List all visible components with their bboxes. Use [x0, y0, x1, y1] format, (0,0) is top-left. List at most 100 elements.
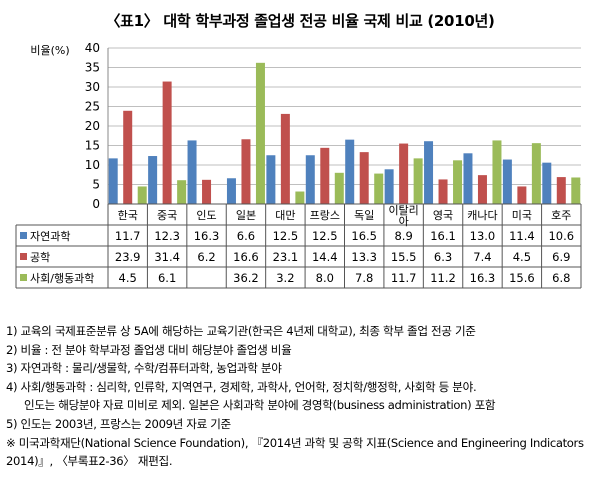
- data-label: 16.1: [430, 229, 456, 243]
- bar: [424, 141, 434, 204]
- data-label: 6.1: [158, 271, 176, 285]
- y-tick-label: 35: [85, 61, 100, 75]
- bar: [542, 162, 552, 204]
- bar: [162, 81, 172, 204]
- data-label: 16.6: [233, 250, 259, 264]
- footnote-4: 4) 사회/행동과학 : 심리학, 인류학, 지역연구, 경제학, 과학사, 언…: [6, 379, 477, 394]
- bar: [517, 186, 527, 204]
- legend-entry: 자연과학: [30, 230, 70, 243]
- bar: [571, 177, 581, 204]
- bar: [334, 172, 344, 204]
- bar: [531, 143, 541, 204]
- bar: [399, 143, 409, 204]
- data-label: 4.5: [513, 250, 531, 264]
- bar: [384, 169, 394, 204]
- bars: [108, 62, 581, 204]
- y-tick-label: 20: [85, 119, 100, 133]
- data-label: 6.3: [434, 250, 452, 264]
- bar: [108, 158, 118, 204]
- data-label: 7.8: [355, 271, 373, 285]
- y-tick-label: 40: [85, 41, 100, 55]
- y-tick-label: 15: [85, 139, 100, 153]
- data-label: 6.8: [552, 271, 570, 285]
- y-axis: 0 5 10 15 20 25 30 35 40 비율(%): [30, 41, 109, 211]
- data-label: 8.9: [394, 229, 412, 243]
- data-label: 16.3: [470, 271, 496, 285]
- footnotes: 1) 교육의 국제표준분류 상 5A에 해당하는 교육기관(한국은 4년제 대학…: [6, 322, 596, 471]
- footnote-4-continued: 인도는 해당분야 자료 미비로 제외. 일본은 사회과학 분야에 경영학(bus…: [24, 398, 496, 413]
- y-tick-label: 5: [92, 178, 100, 192]
- bar: [463, 153, 473, 204]
- bar: [345, 139, 355, 204]
- y-tick-label: 30: [85, 80, 100, 94]
- bar: [295, 191, 305, 204]
- data-label: 6.6: [237, 229, 255, 243]
- data-label: 12.5: [273, 229, 299, 243]
- x-tick-label: 일본: [236, 208, 256, 222]
- bar: [477, 175, 487, 204]
- chart: 0 5 10 15 20 25 30 35 40 비율(%) 한국 중국 인도 일본 대만 프랑스 독일 이탈리…: [15, 41, 582, 289]
- bar: [226, 178, 236, 204]
- bar: [413, 158, 423, 204]
- bar: [255, 62, 265, 204]
- data-label: 6.2: [197, 250, 215, 264]
- data-label: 12.5: [312, 229, 338, 243]
- x-tick-label: 프랑스: [310, 209, 340, 222]
- x-tick-label: 미국: [512, 209, 532, 222]
- x-tick-label: 영국: [433, 209, 453, 222]
- x-tick-label: 대만: [275, 209, 295, 222]
- legend-entry: 사회/행동과학: [30, 272, 94, 285]
- bar: [148, 156, 158, 204]
- data-label: 7.4: [473, 250, 491, 264]
- x-tick-label: 아: [399, 215, 409, 228]
- x-tick-label: 이탈리: [388, 204, 418, 217]
- footnote-2: 2) 비율 : 전 분야 학부과정 졸업생 대비 해당분야 졸업생 비율: [6, 342, 292, 357]
- data-label: 10.6: [548, 229, 574, 243]
- bar: [241, 139, 251, 204]
- y-tick-label: 10: [85, 158, 100, 172]
- bar: [359, 152, 369, 204]
- source-note: ※ 미국과학재단(National Science Foundation), 『…: [6, 435, 584, 469]
- bar: [438, 179, 448, 204]
- footnote-5: 5) 인도는 2003년, 프랑스는 2009년 자료 기준: [6, 416, 231, 431]
- data-label: 13.3: [351, 250, 377, 264]
- legend-entry: 공학: [30, 251, 50, 264]
- data-label: 23.9: [115, 250, 141, 264]
- data-label: 11.7: [115, 229, 141, 243]
- bar: [305, 155, 315, 204]
- bar: [502, 159, 512, 204]
- bar: [187, 140, 197, 204]
- bar: [266, 155, 276, 204]
- data-label: 12.3: [154, 229, 180, 243]
- legend-swatch: [20, 232, 27, 239]
- bar: [177, 180, 187, 204]
- data-label: 8.0: [316, 271, 334, 285]
- x-tick-label: 인도: [196, 209, 216, 222]
- legend-swatch: [20, 253, 27, 260]
- bar: [123, 110, 133, 204]
- footnote-1: 1) 교육의 국제표준분류 상 5A에 해당하는 교육기관(한국은 4년제 대학…: [6, 324, 476, 338]
- y-axis-label: 비율(%): [30, 44, 69, 57]
- y-tick-label: 25: [85, 100, 100, 114]
- bar: [374, 173, 384, 204]
- footnote-3: 3) 자연과학 : 물리/생물학, 수학/컴퓨터과학, 농업과학 분야: [6, 361, 282, 376]
- data-label: 36.2: [233, 271, 259, 285]
- data-label: 31.4: [154, 250, 180, 264]
- x-tick-label: 한국: [118, 209, 138, 222]
- bar: [280, 113, 290, 204]
- gridlines: [108, 47, 581, 185]
- data-label: 4.5: [119, 271, 137, 285]
- data-label: 11.2: [430, 271, 456, 285]
- bar: [320, 147, 330, 204]
- data-label: 13.0: [470, 229, 496, 243]
- legend-swatch: [20, 274, 27, 281]
- data-label: 23.1: [273, 250, 299, 264]
- bar: [492, 140, 502, 204]
- y-tick-label: 0: [92, 197, 100, 211]
- bar: [453, 160, 463, 204]
- x-tick-label: 독일: [354, 208, 374, 222]
- bar: [202, 179, 212, 204]
- data-label: 16.5: [351, 229, 377, 243]
- data-label: 15.5: [391, 250, 417, 264]
